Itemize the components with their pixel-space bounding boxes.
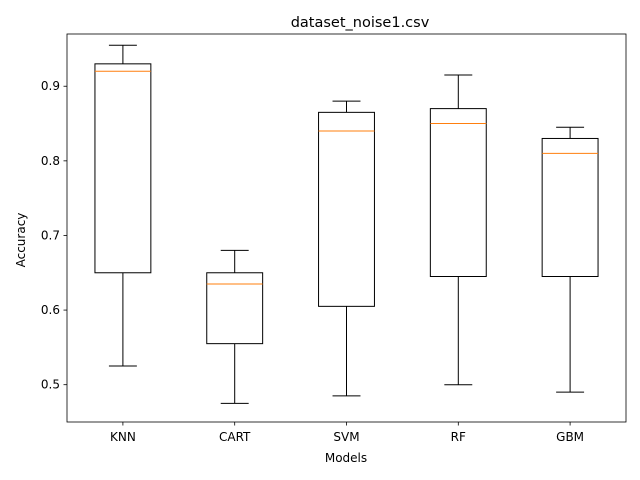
plot-area: 0.5 0.6 0.7 0.8 0.9 KNN CART SVM RF GBM [41, 33, 627, 444]
box-iqr [318, 111, 375, 307]
box-iqr [429, 108, 487, 277]
y-tick-label: 0.7 [41, 228, 60, 242]
y-tick-label: 0.6 [41, 303, 60, 317]
y-tick-label: 0.8 [41, 154, 60, 168]
box-group-knn [94, 44, 152, 367]
box-iqr [94, 63, 152, 274]
axes-frame [66, 33, 627, 423]
x-tick-label: GBM [556, 430, 584, 444]
y-axis-label: Accuracy [14, 213, 28, 268]
box-iqr [541, 137, 599, 277]
x-axis-label: Models [325, 451, 367, 465]
x-tick-label: SVM [333, 430, 359, 444]
x-tick-label: CART [219, 430, 251, 444]
x-tick-label: RF [451, 430, 466, 444]
box-group-gbm [541, 126, 599, 393]
chart-title: dataset_noise1.csv [291, 15, 430, 31]
x-tick-label: KNN [110, 430, 136, 444]
box-iqr [206, 272, 264, 345]
box-group-svm [318, 100, 375, 397]
y-tick-label: 0.5 [41, 378, 60, 392]
box-group-rf [429, 74, 487, 386]
box-group-cart [206, 249, 264, 404]
y-tick-label: 0.9 [41, 79, 60, 93]
